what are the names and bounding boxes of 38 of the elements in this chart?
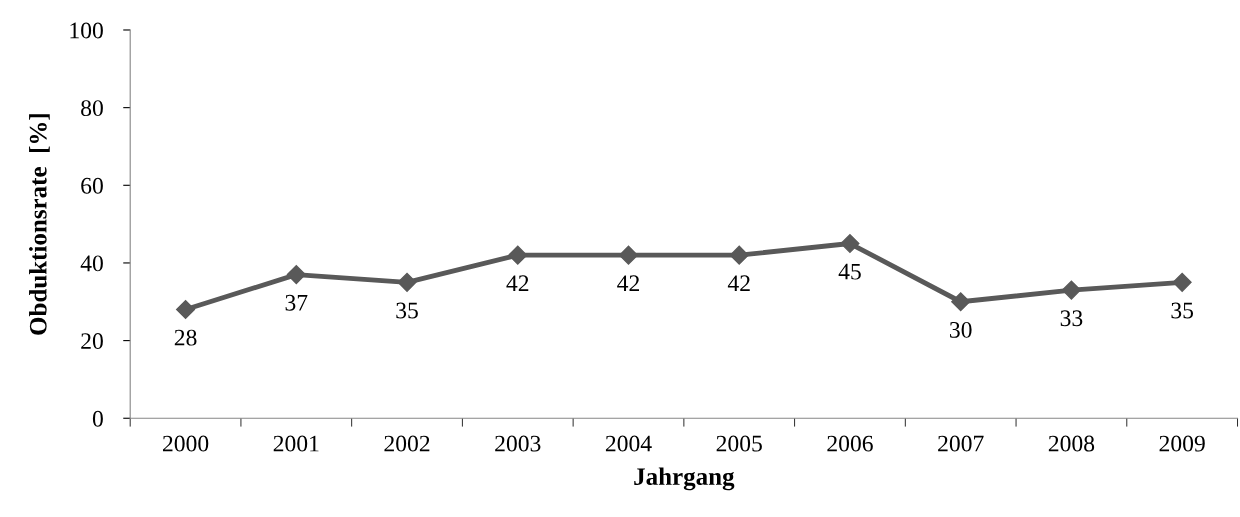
data-label: 42: [617, 275, 639, 292]
x-tick-label: 2001: [273, 435, 319, 452]
x-tick-label: 2006: [827, 435, 873, 452]
x-tick-label: 2005: [716, 435, 762, 452]
point: [951, 292, 971, 312]
point: [840, 233, 860, 254]
x-tick-label: 2003: [495, 435, 541, 452]
data-label: 28: [174, 329, 197, 346]
data-label: 42: [727, 275, 750, 292]
x-tick-label: 2002: [384, 435, 430, 452]
y-tick-label: 40: [80, 255, 103, 272]
point: [1172, 272, 1192, 292]
data-label: 30: [950, 321, 972, 338]
x-tick-label: 2007: [938, 435, 984, 452]
y-tick-label: 20: [81, 333, 103, 350]
y-tick-label: 100: [70, 22, 103, 39]
x-tick-label: 2000: [162, 435, 209, 452]
y-axis-title: Obduktionsrate [%]: [29, 114, 50, 335]
y-tick-label: 60: [81, 177, 103, 194]
point: [176, 300, 196, 320]
data-label: 45: [838, 263, 861, 280]
y-tick-label: 0: [92, 410, 103, 427]
point: [729, 245, 749, 265]
x-tick-label: 2004: [605, 435, 652, 452]
point: [397, 272, 417, 292]
data-label: 42: [506, 275, 529, 292]
point: [508, 245, 528, 265]
point: [618, 245, 639, 265]
point: [1061, 280, 1081, 300]
data-label: 37: [285, 294, 308, 311]
data-label: 33: [1060, 310, 1083, 327]
x-axis-title: Jahrgang: [634, 467, 735, 491]
y-tick-label: 80: [81, 100, 103, 117]
point: [286, 265, 306, 285]
x-tick-label: 2009: [1159, 435, 1205, 452]
data-label: 35: [1171, 302, 1194, 319]
x-tick-label: 2008: [1048, 435, 1095, 452]
data-label: 35: [396, 302, 418, 319]
